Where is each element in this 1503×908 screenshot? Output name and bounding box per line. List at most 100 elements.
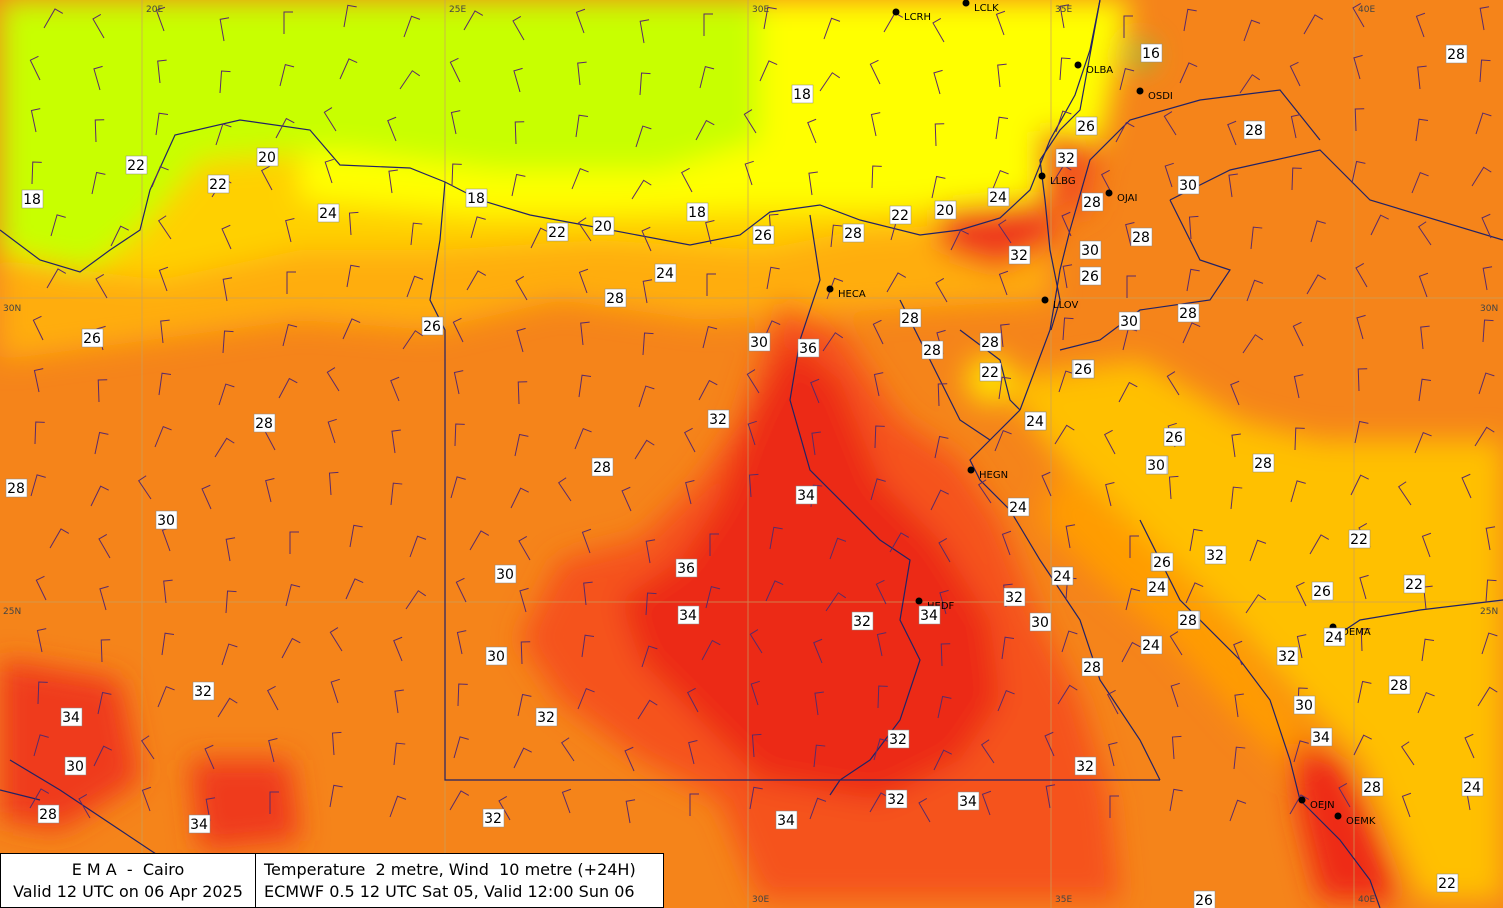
- wind-barb: [1245, 594, 1267, 614]
- wind-barb: [870, 478, 886, 501]
- wind-barb: [324, 158, 334, 184]
- wind-barb: [561, 788, 572, 814]
- wind-barb: [99, 585, 109, 611]
- wind-barb: [809, 797, 827, 820]
- temperature-value: 32: [1278, 649, 1296, 665]
- temperature-value: 22: [981, 365, 999, 381]
- temperature-value: 30: [66, 759, 84, 775]
- temperature-value: 24: [989, 190, 1007, 206]
- wind-barb: [1121, 641, 1141, 663]
- temperature-value: 32: [1057, 151, 1075, 167]
- wind-barb: [222, 277, 233, 302]
- wind-barb: [451, 163, 462, 187]
- wind-barb: [578, 217, 592, 242]
- temperature-value: 34: [959, 794, 977, 810]
- wind-barb: [1129, 535, 1139, 558]
- temperature-label: 32: [707, 409, 730, 429]
- wind-barb: [1310, 220, 1326, 243]
- wind-barb: [1054, 424, 1075, 445]
- wind-barb: [1294, 427, 1305, 451]
- temperature-label: 34: [795, 485, 818, 505]
- wind-barb: [830, 224, 843, 248]
- wind-barb: [702, 326, 718, 349]
- wind-barb: [688, 739, 698, 765]
- wind-barb: [286, 271, 296, 294]
- temperature-value: 34: [62, 710, 80, 726]
- temperature-label: 18: [791, 84, 814, 104]
- wind-barb: [743, 109, 757, 134]
- station-label: HEGN: [979, 470, 1008, 481]
- wind-barb: [225, 590, 237, 614]
- temperature-label: 24: [987, 187, 1010, 207]
- wind-barb: [1352, 3, 1365, 28]
- wind-barb: [1170, 682, 1180, 708]
- wind-barb: [323, 107, 337, 132]
- temperature-value: 22: [127, 158, 145, 174]
- wind-barb: [510, 487, 529, 509]
- wind-barb: [409, 535, 427, 558]
- wind-barb: [1055, 110, 1072, 133]
- coordinate-labels: 20E 25E 30E 35E 40E 30E 35E 40E 30N 30N …: [3, 5, 1498, 905]
- temperature-value: 24: [1053, 569, 1071, 585]
- wind-barb: [686, 687, 699, 713]
- temperature-value: 28: [1179, 613, 1197, 629]
- wind-barb: [97, 379, 108, 403]
- wind-barb: [578, 268, 589, 294]
- wind-barb: [1309, 534, 1330, 555]
- wind-barb: [744, 160, 754, 186]
- wind-barb: [689, 793, 699, 816]
- temperature-label: 26: [1072, 359, 1095, 379]
- wind-barb: [1481, 213, 1492, 239]
- wind-barb: [1250, 226, 1263, 250]
- wind-barb: [1303, 14, 1324, 35]
- wind-barb: [872, 319, 884, 345]
- temperature-label: 28: [1445, 44, 1468, 64]
- wind-barb: [391, 429, 401, 454]
- wind-barb: [345, 578, 364, 600]
- station-lclk: LCLK: [962, 0, 999, 14]
- station-marker: [915, 597, 923, 605]
- wind-barb: [1061, 211, 1072, 237]
- wind-barb: [641, 226, 652, 252]
- temperature-label: 28: [604, 288, 627, 308]
- station-oemk: OEMK: [1334, 812, 1376, 827]
- wind-barb: [1059, 57, 1071, 81]
- temperature-label: 28: [899, 308, 922, 328]
- wind-barb: [1106, 689, 1119, 715]
- wind-barb: [1478, 372, 1495, 395]
- wind-barb: [1350, 474, 1369, 496]
- wind-barb: [1186, 268, 1200, 292]
- temperature-value: 18: [467, 191, 485, 207]
- temperature-value: 16: [1142, 46, 1160, 62]
- wind-barb: [160, 319, 170, 344]
- wind-barb: [1356, 314, 1366, 340]
- temperature-label: 28: [1130, 227, 1153, 247]
- station-label: HEDF: [927, 601, 955, 612]
- temperature-value: 28: [1447, 47, 1465, 63]
- wind-barb: [1171, 735, 1182, 760]
- temperature-label: 30: [1079, 240, 1102, 260]
- wind-barb: [388, 169, 398, 194]
- wind-barb: [93, 65, 103, 91]
- wind-barb: [1179, 62, 1198, 84]
- wind-barb: [450, 476, 466, 499]
- wind-barb: [645, 539, 656, 564]
- station-llbg: LLBG: [1038, 172, 1076, 187]
- wind-barb: [1125, 221, 1135, 247]
- wind-barb: [33, 734, 49, 757]
- wind-barb: [1485, 526, 1496, 551]
- wind-barb: [759, 60, 778, 82]
- wind-barb: [1057, 684, 1078, 705]
- station-label: HECA: [838, 289, 866, 300]
- wind-barb: [1357, 680, 1372, 704]
- temperature-label: 28: [253, 413, 276, 433]
- wind-barb: [1420, 325, 1430, 350]
- wind-barb: [1296, 634, 1307, 659]
- wind-barb: [981, 790, 992, 816]
- temperature-label: 32: [535, 707, 558, 727]
- temperature-value: 28: [593, 460, 611, 476]
- temperature-label: 26: [1075, 116, 1098, 136]
- wind-barb: [886, 272, 907, 293]
- wind-barb: [289, 531, 299, 554]
- wind-barb: [266, 685, 279, 711]
